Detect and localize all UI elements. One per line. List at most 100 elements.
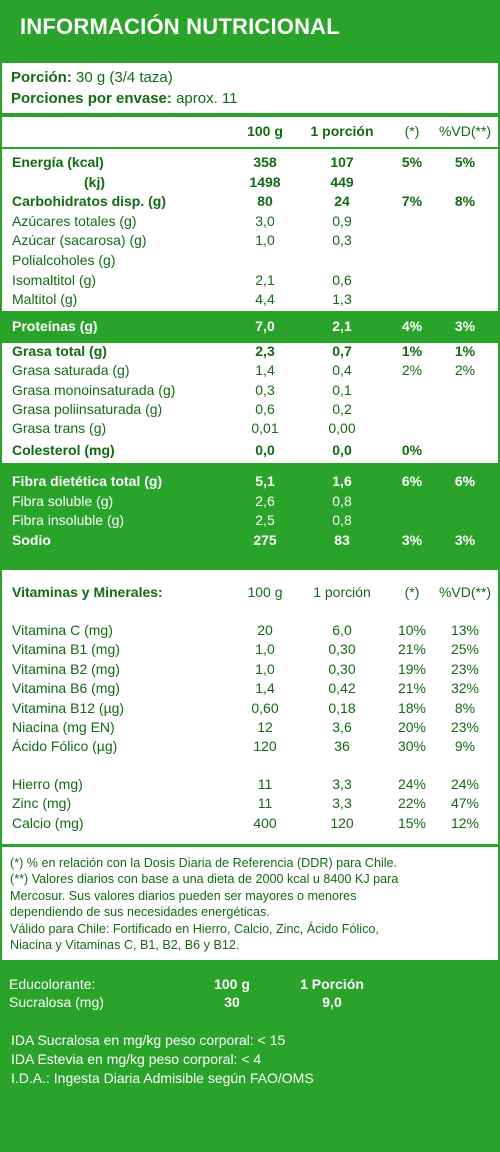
nutrient-row: Grasa total (g) 2,3 0,7 1% 1% <box>2 343 498 362</box>
header-vd: %VD(**) <box>438 123 492 139</box>
nutrient-name: Carbohidratos disp. (g) <box>12 193 166 210</box>
value-vd: 5% <box>454 154 476 170</box>
value-portion: 449 <box>330 173 354 190</box>
value-portion: 36 <box>334 738 350 755</box>
value-100g: 7,0 <box>255 318 275 334</box>
vitamins-header-100g: 100 g <box>247 584 283 600</box>
nutrient-row: Fibra dietética total (g) 5,1 1,6 6% 6% <box>2 473 498 492</box>
header-100g: 100 g <box>247 123 283 139</box>
nutrient-row: Azúcares totales (g) 3,0 0,9 <box>2 213 498 232</box>
ida-definition: I.D.A.: Ingesta Diaria Admisible según F… <box>11 1070 314 1086</box>
mineral-row: Zinc (mg) 11 3,3 22% 47% <box>2 795 498 814</box>
nutrient-name: Grasa total (g) <box>12 343 107 359</box>
footnote-line: (**) Valores diarios con base a una diet… <box>10 872 399 887</box>
value-100g: 2,5 <box>255 512 275 528</box>
value-portion: 0,8 <box>332 492 352 509</box>
value-vd: 8% <box>454 699 476 716</box>
nutrient-row: Fibra insoluble (g) 2,5 0,8 <box>2 512 498 531</box>
nutrient-row: Azúcar (sacarosa) (g) 1,0 0,3 <box>2 232 498 251</box>
nutrient-name: Proteínas (g) <box>12 318 98 334</box>
value-ddr: 21% <box>397 680 427 697</box>
value-vd: 3% <box>454 318 476 334</box>
value-100g: 0,0 <box>255 441 275 458</box>
nutrient-name: Grasa monoinsaturada (g) <box>12 381 176 398</box>
value-portion: 0,30 <box>328 641 356 658</box>
nutrient-row: Maltitol (g) 4,4 1,3 <box>2 291 498 310</box>
value-ddr: 3% <box>401 531 423 548</box>
nutrient-name: Grasa trans (g) <box>12 420 107 437</box>
protein-band: Proteínas (g) 7,0 2,1 4% 3% <box>2 311 498 343</box>
value-portion: 0,00 <box>328 420 356 437</box>
value-ddr: 1% <box>401 343 423 359</box>
value-portion: 1,6 <box>332 473 352 489</box>
nutrient-name: Vitamina B2 (mg) <box>12 660 120 677</box>
vitamins-panel: Vitaminas y Minerales: 100 g 1 porción (… <box>2 570 498 844</box>
value-portion: 0,4 <box>332 362 352 379</box>
fat-panel: Grasa total (g) 2,3 0,7 1% 1% Grasa saturada … <box>2 343 498 463</box>
nutrient-name: Vitamina B6 (mg) <box>12 680 120 697</box>
value-100g: 80 <box>257 193 273 210</box>
value-vd: 8% <box>454 193 476 210</box>
nutrient-name: Energía (kcal) <box>12 154 104 170</box>
vitamins-header-portion: 1 porción <box>313 584 371 600</box>
value-ddr: 24% <box>397 776 427 792</box>
value-portion: 0,30 <box>328 660 356 677</box>
value-vd: 3% <box>454 531 476 548</box>
value-ddr: 22% <box>397 795 427 812</box>
sucralose-label: Sucralosa (mg) <box>9 994 104 1010</box>
value-vd: 9% <box>454 738 476 755</box>
nutrient-name: Maltitol (g) <box>12 291 78 308</box>
value-100g: 2,1 <box>255 271 275 288</box>
value-vd: 13% <box>450 622 480 638</box>
nutrient-row: Polialcoholes (g) <box>2 252 498 271</box>
value-vd: 23% <box>450 660 480 677</box>
value-100g: 358 <box>253 154 277 170</box>
vitamin-row: Ácido Fólico (µg) 120 36 30% 9% <box>2 738 498 757</box>
value-portion: 0,1 <box>332 381 352 398</box>
vitamins-header-vd: %VD(**) <box>438 584 492 600</box>
value-100g: 12 <box>257 719 273 735</box>
value-100g: 1,0 <box>255 641 275 658</box>
value-100g: 0,60 <box>251 699 279 716</box>
nutrient-name: Grasa saturada (g) <box>12 362 130 379</box>
value-vd: 12% <box>450 814 480 831</box>
servings-value: aprox. 11 <box>176 90 238 107</box>
vitamin-row: Vitamina B1 (mg) 1,0 0,30 21% 25% <box>2 641 498 660</box>
nutrient-row: Fibra soluble (g) 2,6 0,8 <box>2 493 498 512</box>
footnote-line: Mercosur. Sus valores diarios pueden ser… <box>10 888 357 903</box>
servings-label: Porciones por envase: <box>11 90 172 107</box>
footnote-line: dependiendo de sus necesidades energétic… <box>10 905 270 920</box>
value-vd: 23% <box>450 719 480 735</box>
value-portion: 0,42 <box>328 680 356 697</box>
sweeteners-header-100g: 100 g <box>214 976 250 992</box>
footnote-line: Válido para Chile: Fortificado en Hierro… <box>10 921 379 936</box>
value-100g: 1498 <box>249 173 281 190</box>
value-100g: 1,4 <box>255 362 275 379</box>
value-100g: 1,0 <box>255 232 275 249</box>
vitamins-header-row: Vitaminas y Minerales: 100 g 1 porción (… <box>2 584 498 603</box>
header-ddr: (*) <box>404 123 420 139</box>
nutrient-name: Sodio <box>12 531 51 548</box>
sucralose-portion: 9,0 <box>322 994 342 1010</box>
value-portion: 83 <box>334 531 350 548</box>
value-vd: 1% <box>454 343 476 359</box>
value-ddr: 4% <box>401 318 423 334</box>
value-100g: 400 <box>253 814 277 831</box>
nutrient-name: Calcio (mg) <box>12 814 84 831</box>
value-portion: 24 <box>334 193 350 210</box>
value-portion: 120 <box>330 814 354 831</box>
nutrient-row: Grasa saturada (g) 1,4 0,4 2% 2% <box>2 362 498 381</box>
main-header-row: 100 g 1 porción (*) %VD(**) <box>2 123 498 142</box>
value-100g: 1,0 <box>255 660 275 677</box>
value-ddr: 19% <box>397 660 427 677</box>
sucralose-100g: 30 <box>224 994 240 1010</box>
nutrient-row: Sodio 275 83 3% 3% <box>2 532 498 551</box>
value-ddr: 15% <box>397 814 427 831</box>
ida-stevia: IDA Estevia en mg/kg peso corporal: < 4 <box>11 1051 262 1067</box>
value-portion: 0,2 <box>332 400 352 417</box>
value-100g: 2,6 <box>255 492 275 509</box>
value-ddr: 2% <box>401 362 423 379</box>
value-vd: 6% <box>454 473 476 489</box>
value-100g: 0,6 <box>255 400 275 417</box>
nutrient-name: Fibra insoluble (g) <box>12 512 125 528</box>
